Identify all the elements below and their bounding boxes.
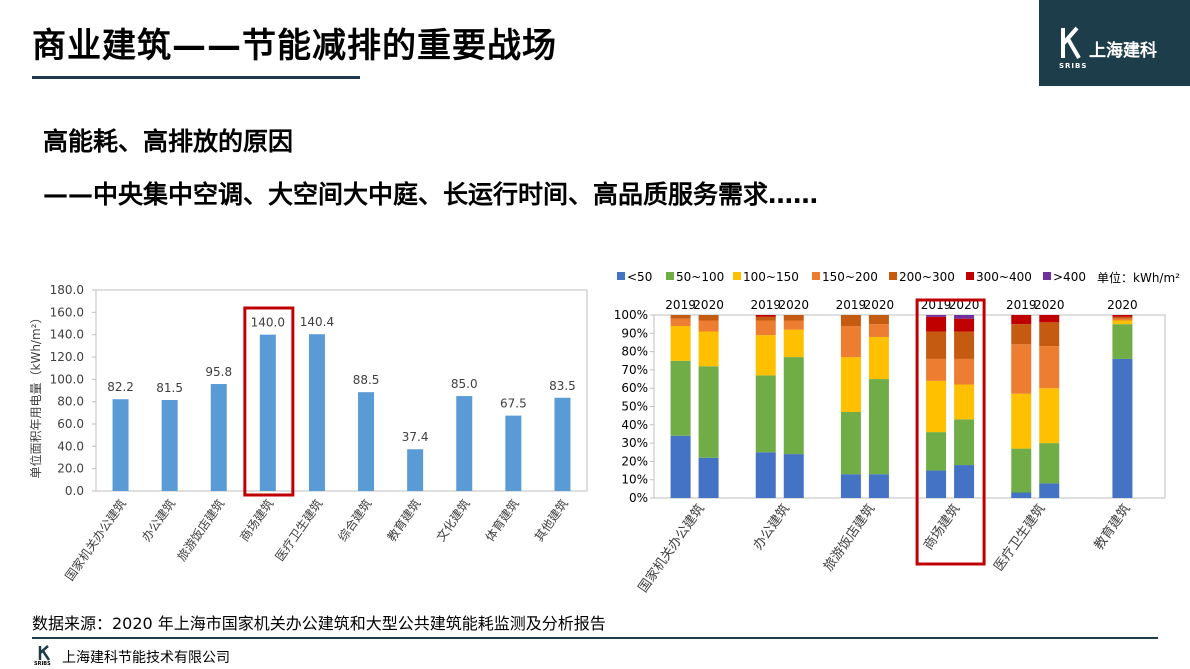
bar	[308, 334, 325, 491]
footer-logo-icon	[38, 645, 51, 661]
x-tick-label: 医疗卫生建筑	[272, 496, 326, 564]
x-tick-label: 办公建筑	[138, 496, 178, 544]
logo-text: 上海建科	[1089, 41, 1157, 61]
title-underline	[32, 76, 360, 79]
y-axis-label: 单位面积年用电量（kWh/m²）	[28, 312, 43, 479]
bar	[407, 449, 424, 491]
y-tick-label: 80.0	[57, 395, 84, 409]
y-tick-label: 40.0	[57, 439, 84, 453]
footer-divider	[32, 637, 1158, 639]
data-label: 67.5	[500, 397, 527, 411]
y-tick-label: 180.0	[50, 283, 84, 297]
x-tick-label: 国家机关办公建筑	[62, 496, 129, 583]
bar	[112, 399, 129, 491]
plot-area-frame	[95, 289, 588, 492]
bar	[456, 396, 473, 491]
subtitle-reason: 高能耗、高排放的原因	[43, 127, 294, 156]
logo-mark-icon	[1061, 26, 1081, 60]
data-label: 83.5	[549, 379, 576, 393]
x-tick-label: 体育建筑	[482, 496, 522, 544]
x-tick-label: 旅游饭店建筑	[174, 496, 228, 564]
x-tick-label: 教育建筑	[384, 496, 424, 544]
data-label: 82.2	[107, 380, 134, 394]
data-label: 85.0	[451, 377, 478, 391]
page-title: 商业建筑——节能减排的重要战场	[32, 26, 557, 66]
highlight-box-mall	[243, 306, 295, 497]
data-label: 37.4	[402, 430, 429, 444]
y-tick-label: 120.0	[50, 350, 84, 364]
logo: 上海建科 SRIBS	[1039, 0, 1190, 86]
data-source-note: 数据来源：2020 年上海市国家机关办公建筑和大型公共建筑能耗监测及分析报告	[32, 614, 606, 633]
company-name: 上海建科节能技术有限公司	[62, 650, 230, 666]
bar	[210, 384, 227, 491]
footer-logo-subtext: SRIBS	[34, 661, 51, 667]
y-tick-label: 60.0	[57, 417, 84, 431]
y-tick-label: 20.0	[57, 462, 84, 476]
data-label: 95.8	[205, 365, 232, 379]
y-tick-label: 100.0	[50, 372, 84, 386]
bar	[358, 392, 375, 491]
bar	[554, 397, 571, 491]
bar	[505, 415, 522, 491]
data-label: 140.4	[300, 315, 334, 329]
data-label: 140.0	[251, 316, 285, 330]
bar	[161, 399, 178, 491]
logo-subtext: SRIBS	[1059, 62, 1088, 70]
y-tick-label: 160.0	[50, 305, 84, 319]
x-tick-label: 文化建筑	[433, 496, 473, 544]
subtitle-details: ——中央集中空调、大空间大中庭、长运行时间、高品质服务需求……	[43, 180, 819, 209]
x-tick-label: 商场建筑	[236, 496, 276, 544]
y-tick-label: 0.0	[65, 484, 84, 498]
bar	[259, 334, 276, 491]
data-label: 88.5	[353, 373, 380, 387]
y-tick-label: 140.0	[50, 328, 84, 342]
data-label: 81.5	[156, 381, 183, 395]
x-tick-label: 综合建筑	[335, 496, 375, 544]
x-tick-label: 其他建筑	[531, 496, 571, 544]
